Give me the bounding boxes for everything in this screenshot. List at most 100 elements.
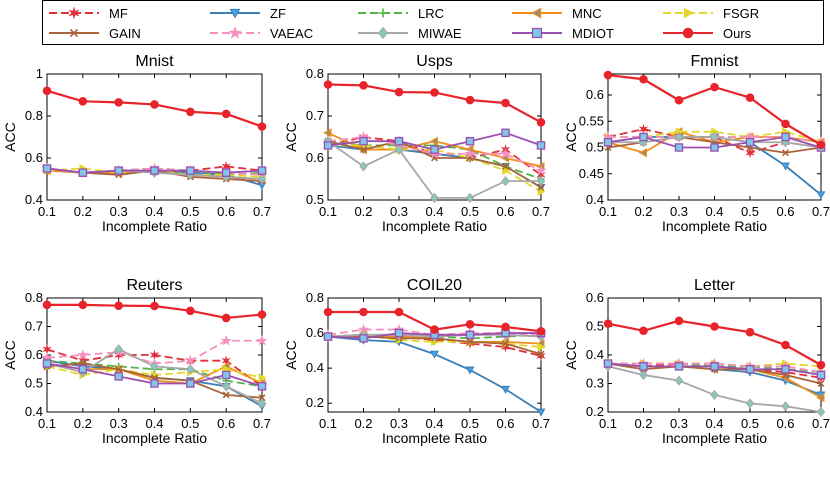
data-point-ours bbox=[603, 319, 613, 328]
series-mdiot bbox=[603, 359, 826, 380]
data-point-mdiot bbox=[257, 166, 267, 175]
x-tick-label: 0.3 bbox=[390, 416, 408, 431]
legend-label-vaeac: VAEAC bbox=[270, 26, 313, 41]
chart-title: Usps bbox=[416, 53, 452, 70]
data-point-mdiot bbox=[603, 137, 613, 147]
chart-title: Letter bbox=[694, 277, 736, 294]
series-ours bbox=[603, 316, 826, 370]
y-tick-label: 0.7 bbox=[306, 108, 324, 123]
x-tick-label: 0.4 bbox=[425, 416, 443, 431]
x-axis-label: Incomplete Ratio bbox=[382, 218, 487, 234]
data-point-ours bbox=[186, 107, 195, 117]
x-tick-label: 0.7 bbox=[532, 416, 550, 431]
data-point-ours bbox=[394, 307, 404, 317]
x-tick-label: 0.3 bbox=[110, 204, 128, 219]
data-point-ours bbox=[745, 327, 755, 337]
series-ours bbox=[603, 70, 826, 150]
chart-usps: 0.1 0.2 0.3 0.4 0.5 0.6 0.7 0.5 0.6 0.7 0.8 Usps Inc… bbox=[283, 53, 550, 234]
data-point-vaeac bbox=[464, 148, 476, 159]
data-point-mdiot bbox=[674, 143, 684, 152]
y-tick-label: 0.3 bbox=[586, 376, 604, 391]
y-tick-label: 0.55 bbox=[579, 113, 604, 128]
data-point-miwae bbox=[674, 375, 684, 386]
data-point-zf bbox=[536, 408, 546, 417]
legend-label-zf: ZF bbox=[270, 6, 286, 21]
y-tick-label: 0.2 bbox=[586, 404, 604, 419]
data-point-mf bbox=[745, 147, 755, 159]
legend-label-mf: MF bbox=[109, 6, 128, 21]
data-point-ours bbox=[781, 340, 790, 350]
y-axis-label: ACC bbox=[563, 340, 579, 370]
data-point-fsgr bbox=[502, 166, 511, 176]
x-tick-label: 0.6 bbox=[217, 204, 235, 219]
x-tick-label: 0.6 bbox=[496, 416, 514, 431]
legend-marker-miwae bbox=[377, 26, 389, 40]
data-point-miwae bbox=[257, 173, 267, 185]
data-point-miwae bbox=[710, 389, 719, 401]
data-point-mdiot bbox=[186, 166, 195, 175]
series-mdiot bbox=[323, 328, 546, 343]
chart-title: Mnist bbox=[135, 53, 174, 70]
data-point-gain bbox=[258, 394, 266, 402]
x-tick-label: 0.7 bbox=[812, 416, 830, 431]
data-point-gain bbox=[537, 183, 545, 191]
y-tick-label: 0.6 bbox=[25, 150, 43, 165]
y-tick-label: 0.6 bbox=[586, 290, 604, 305]
x-tick-label: 0.1 bbox=[38, 204, 56, 219]
data-point-mdiot bbox=[674, 362, 684, 371]
legend-marker-mf bbox=[68, 6, 80, 20]
x-tick-label: 0.1 bbox=[599, 416, 617, 431]
data-point-miwae bbox=[710, 131, 719, 143]
legend-entry-lrc: LRC bbox=[358, 6, 444, 21]
data-point-ours bbox=[639, 326, 648, 336]
data-point-mdiot bbox=[359, 136, 368, 146]
data-point-gain bbox=[115, 365, 123, 373]
x-axis-label: Incomplete Ratio bbox=[382, 430, 487, 446]
legend-entry-mnc: MNC bbox=[512, 6, 602, 21]
data-point-mdiot bbox=[781, 132, 790, 142]
data-point-mdiot bbox=[745, 137, 755, 147]
x-tick-label: 0.4 bbox=[145, 204, 163, 219]
legend-marker-mnc bbox=[531, 7, 542, 19]
legend-label-mdiot: MDIOT bbox=[572, 26, 614, 41]
data-point-ours bbox=[674, 95, 684, 105]
series-miwae bbox=[603, 361, 826, 418]
x-tick-label: 0.5 bbox=[741, 416, 759, 431]
data-point-mdiot bbox=[42, 164, 52, 173]
x-tick-label: 0.5 bbox=[181, 204, 199, 219]
data-point-miwae bbox=[536, 175, 546, 187]
legend-entry-vaeac: VAEAC bbox=[210, 26, 313, 41]
y-tick-label: 0.5 bbox=[586, 140, 604, 155]
data-point-ours bbox=[221, 313, 231, 323]
data-point-mdiot bbox=[150, 379, 159, 388]
data-point-miwae bbox=[221, 381, 231, 392]
data-point-mnc bbox=[816, 393, 825, 403]
data-point-miwae bbox=[465, 192, 475, 204]
data-point-mdiot bbox=[745, 364, 755, 374]
data-point-zf bbox=[430, 350, 439, 359]
data-point-ours bbox=[394, 87, 404, 97]
data-point-mdiot bbox=[394, 136, 404, 146]
data-point-mdiot bbox=[639, 132, 648, 142]
y-tick-label: 0.8 bbox=[306, 66, 324, 81]
x-tick-label: 0.6 bbox=[776, 204, 794, 219]
x-tick-label: 0.2 bbox=[74, 204, 92, 219]
data-point-mnc bbox=[638, 148, 647, 158]
data-point-gain bbox=[466, 338, 474, 346]
x-tick-label: 0.2 bbox=[354, 416, 372, 431]
x-tick-label: 0.5 bbox=[741, 204, 759, 219]
data-point-mnc bbox=[323, 128, 332, 138]
legend-label-gain: GAIN bbox=[109, 26, 141, 41]
data-point-zf bbox=[781, 162, 790, 171]
x-tick-label: 0.4 bbox=[145, 416, 163, 431]
data-point-ours bbox=[359, 307, 368, 317]
data-point-ours bbox=[816, 140, 826, 150]
data-point-mdiot bbox=[465, 136, 475, 146]
y-axis-label: ACC bbox=[2, 122, 18, 152]
data-point-ours bbox=[221, 109, 231, 119]
data-point-miwae bbox=[359, 161, 368, 172]
x-tick-label: 0.5 bbox=[461, 416, 479, 431]
x-tick-label: 0.3 bbox=[670, 204, 688, 219]
legend-marker-mdiot bbox=[531, 27, 543, 39]
data-point-ours bbox=[674, 316, 684, 326]
